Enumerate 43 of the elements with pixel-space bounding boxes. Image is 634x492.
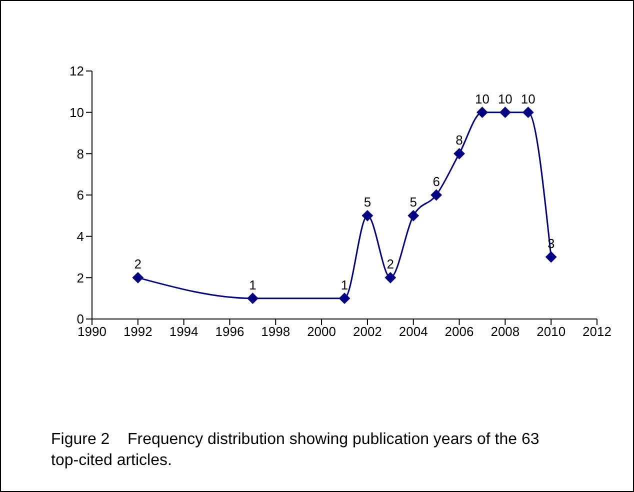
- point: [454, 148, 465, 160]
- point: [384, 272, 396, 284]
- data-label: 1: [249, 277, 256, 292]
- x-tick-label: 1998: [261, 324, 290, 340]
- data-label: 5: [410, 194, 417, 210]
- y-tick-label: 0: [76, 312, 84, 327]
- y-tick-label: 6: [76, 188, 84, 203]
- data-label: 10: [474, 91, 490, 106]
- x-tick-label: 2002: [352, 324, 382, 340]
- data-label: 8: [456, 132, 463, 148]
- x-tick-label: 2006: [444, 324, 474, 340]
- point: [339, 292, 350, 304]
- x-tick-label: 2008: [490, 324, 520, 340]
- y-tick-label: 10: [70, 104, 84, 120]
- x-tick-label: 1992: [123, 324, 152, 340]
- point: [362, 210, 373, 222]
- data-label: 6: [432, 174, 440, 189]
- data-label: 10: [520, 91, 536, 106]
- y-tick-label: 2: [76, 270, 84, 286]
- caption: Figure 2 Frequency distribution showing publication years of the 63 top-cited articles.: [51, 430, 540, 471]
- point: [546, 252, 557, 262]
- point: [500, 106, 511, 118]
- data-label: 1: [340, 277, 348, 292]
- point: [132, 272, 144, 284]
- x-tick-label: 2010: [536, 324, 566, 340]
- x-tick-label: 2004: [398, 324, 428, 340]
- x-tick-label: 1996: [215, 324, 244, 340]
- point: [522, 106, 534, 118]
- y-tick-label: 4: [76, 228, 84, 244]
- y-tick-label: 8: [76, 146, 84, 162]
- data-label: 5: [364, 194, 372, 210]
- point: [408, 210, 419, 222]
- data-label: 2: [386, 256, 394, 272]
- point: [247, 292, 258, 304]
- x-tick-label: 2012: [582, 324, 612, 340]
- x-tick-label: 1990: [78, 324, 106, 340]
- x-tick-label: 2000: [307, 324, 336, 340]
- x-tick-label: 1994: [169, 324, 198, 340]
- data-label: 2: [134, 256, 142, 272]
- data-label: 10: [498, 91, 512, 106]
- point: [476, 106, 488, 118]
- point: [430, 190, 442, 200]
- y-tick-label: 12: [70, 64, 84, 79]
